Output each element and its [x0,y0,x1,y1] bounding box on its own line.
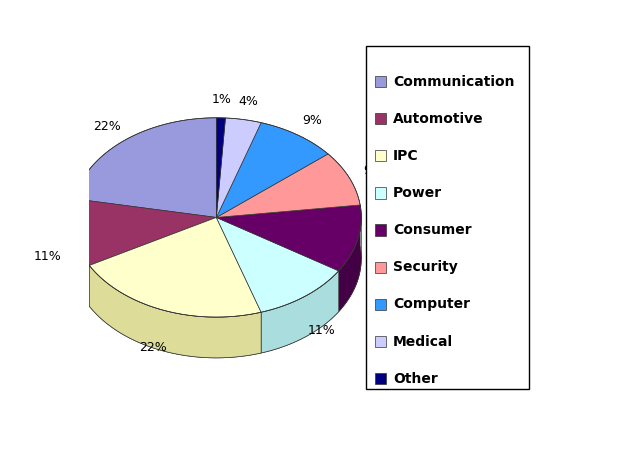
Polygon shape [74,118,216,217]
Text: IPC: IPC [393,149,418,163]
Polygon shape [216,205,362,271]
Text: Consumer: Consumer [393,223,471,237]
FancyBboxPatch shape [375,188,386,198]
FancyBboxPatch shape [375,225,386,236]
Text: 9%: 9% [363,164,383,177]
Text: 22%: 22% [94,120,121,133]
Text: 11%: 11% [33,250,61,263]
Polygon shape [89,265,261,358]
Polygon shape [216,154,360,217]
Polygon shape [216,118,226,217]
Text: 4%: 4% [238,96,258,108]
Text: Other: Other [393,372,438,386]
FancyBboxPatch shape [375,373,386,384]
Text: Medical: Medical [393,335,453,348]
Polygon shape [89,217,261,317]
FancyBboxPatch shape [375,262,386,273]
Polygon shape [261,271,339,353]
FancyBboxPatch shape [375,150,386,162]
Text: 9%: 9% [303,114,322,127]
Text: Communication: Communication [393,75,514,88]
Text: 22%: 22% [140,341,167,354]
Text: Computer: Computer [393,298,470,311]
Polygon shape [216,118,261,217]
FancyBboxPatch shape [375,299,386,310]
Polygon shape [339,205,362,312]
Text: Power: Power [393,186,442,200]
Text: Security: Security [393,260,458,274]
Polygon shape [216,123,328,217]
Text: Automotive: Automotive [393,112,483,125]
FancyBboxPatch shape [375,336,386,347]
Polygon shape [216,217,339,312]
Polygon shape [71,199,216,265]
Text: 11%: 11% [307,324,335,337]
FancyBboxPatch shape [366,46,529,389]
Text: 1%: 1% [212,93,232,106]
FancyBboxPatch shape [375,76,386,87]
Text: 11%: 11% [369,257,397,270]
Polygon shape [71,199,89,306]
FancyBboxPatch shape [375,113,386,124]
